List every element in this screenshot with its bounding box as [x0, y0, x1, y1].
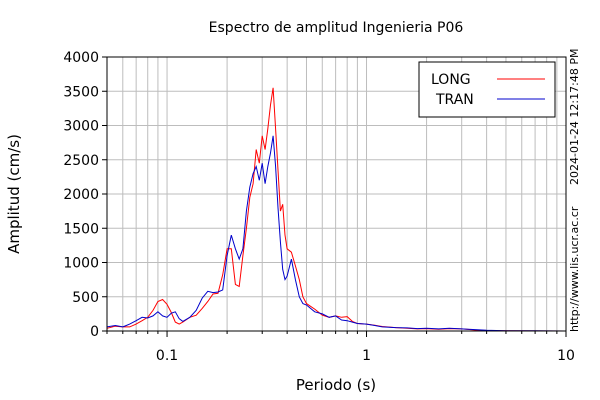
y-tick-label: 2000: [63, 187, 99, 203]
legend: LONG TRAN: [418, 61, 556, 118]
legend-box: [418, 61, 556, 118]
legend-label-tran: TRAN: [435, 92, 474, 108]
y-axis-title: Amplitud (cm/s): [5, 134, 23, 254]
y-tick-label: 2500: [63, 153, 99, 169]
plot-frame: [106, 56, 567, 332]
series-layer: [106, 87, 567, 332]
series-line-tran: [106, 135, 567, 332]
y-tick-label: 0: [90, 324, 99, 340]
y-tick-label: 4000: [63, 50, 99, 66]
x-tick-label: 10: [557, 348, 575, 364]
tick-labels: 0 500 1000 1500 2000 2500 3000 3500 4000 0.1 1 10: [63, 50, 575, 364]
y-tick-label: 500: [72, 290, 99, 306]
chart-title: Espectro de amplitud Ingenieria P06: [209, 20, 464, 36]
y-tick-label: 1000: [63, 256, 99, 272]
y-tick-label: 3000: [63, 119, 99, 135]
url-side-text: http://www.lis.ucr.ac.cr: [568, 206, 581, 332]
x-tick-label: 0.1: [156, 348, 178, 364]
x-axis-title: Periodo (s): [296, 376, 376, 394]
y-tick-label: 1500: [63, 221, 99, 237]
legend-label-long: LONG: [431, 72, 471, 88]
grid-lines: [106, 56, 567, 332]
timestamp-side-text: 2024-01-24 12:17:48 PM: [568, 49, 581, 185]
y-tick-label: 3500: [63, 84, 99, 100]
x-tick-label: 1: [362, 348, 371, 364]
